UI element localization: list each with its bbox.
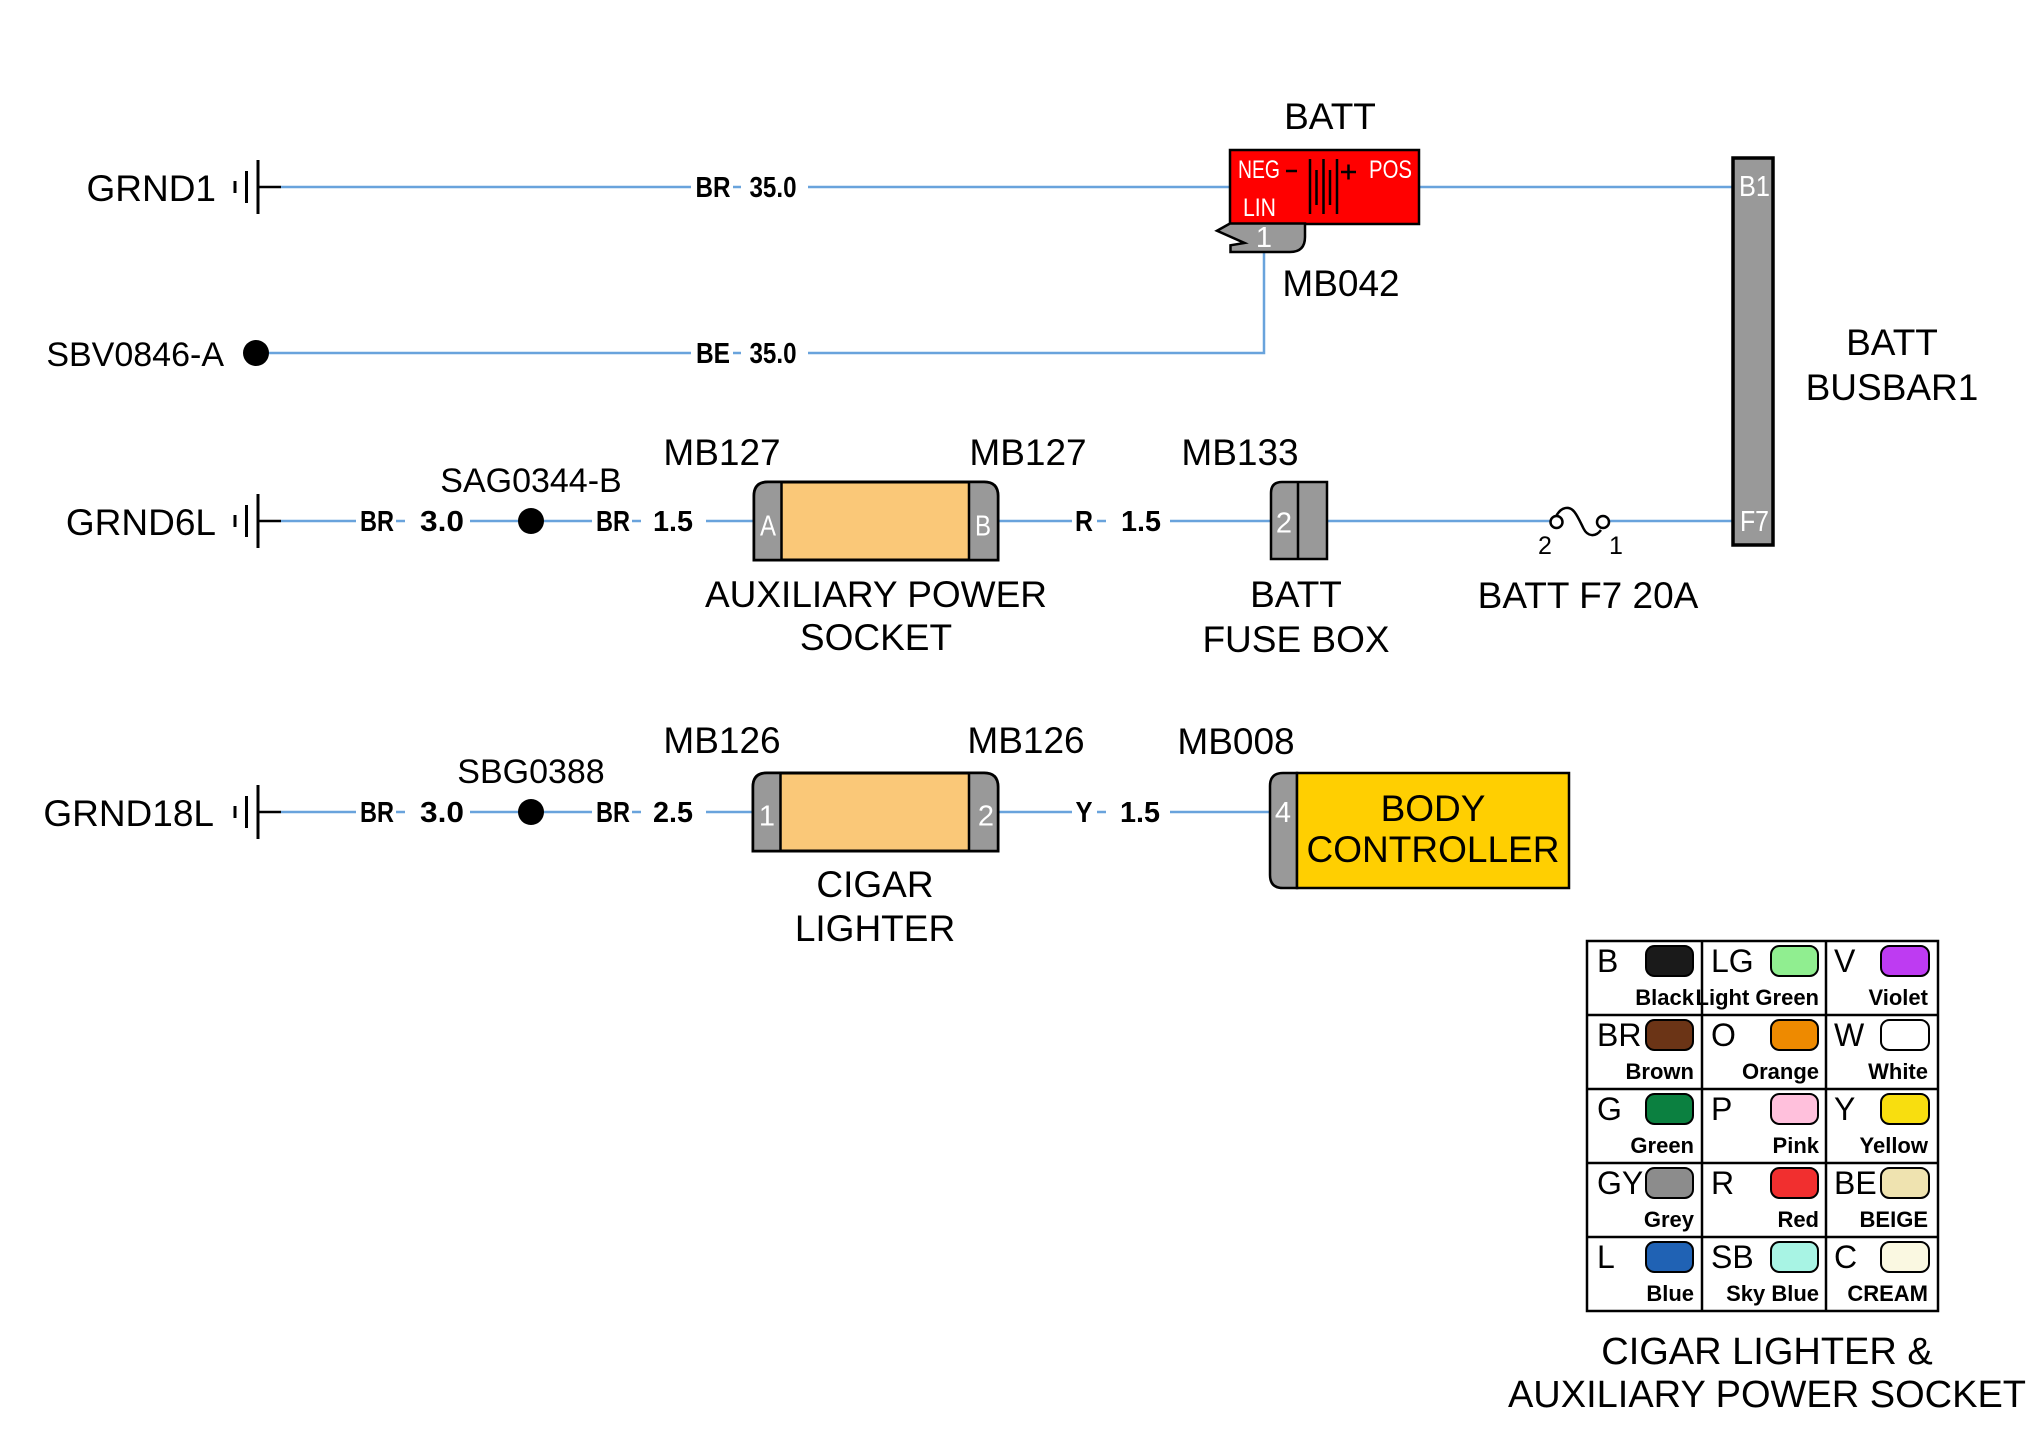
svg-text:GRND6L: GRND6L [66,502,216,543]
svg-text:BR: BR [596,506,630,538]
svg-text:2: 2 [978,801,994,833]
svg-text:BE: BE [696,338,730,370]
svg-text:Y: Y [1834,1091,1855,1127]
svg-text:A: A [760,511,777,543]
svg-text:LIN: LIN [1243,194,1276,222]
svg-text:Sky Blue: Sky Blue [1726,1281,1819,1306]
svg-text:BATT: BATT [1284,96,1376,137]
svg-text:MB126: MB126 [967,720,1084,761]
svg-text:MB127: MB127 [663,432,780,473]
svg-text:BODY: BODY [1381,788,1486,829]
svg-text:BR: BR [696,172,731,204]
svg-text:R: R [1075,506,1093,538]
svg-text:SAG0344-B: SAG0344-B [440,462,621,500]
svg-text:Green: Green [1630,1133,1694,1158]
svg-text:MB127: MB127 [969,432,1086,473]
svg-text:LG: LG [1711,943,1754,979]
svg-text:GRND18L: GRND18L [43,793,214,834]
svg-text:G: G [1597,1091,1622,1127]
svg-text:B: B [1597,943,1618,979]
svg-text:Y: Y [1076,797,1093,829]
svg-text:White: White [1868,1059,1928,1084]
svg-text:1.5: 1.5 [1121,506,1161,538]
svg-text:SBV0846-A: SBV0846-A [46,336,224,374]
svg-text:CIGAR LIGHTER &: CIGAR LIGHTER & [1601,1331,1933,1373]
svg-text:35.0: 35.0 [750,338,797,370]
svg-text:35.0: 35.0 [750,172,797,204]
svg-text:BE: BE [1834,1165,1877,1201]
svg-text:BR: BR [360,797,394,829]
svg-text:1: 1 [759,801,775,833]
svg-text:FUSE BOX: FUSE BOX [1202,619,1389,660]
svg-text:L: L [1597,1239,1615,1275]
svg-text:P: P [1711,1091,1732,1127]
svg-text:F7: F7 [1740,506,1769,538]
svg-text:BR: BR [1597,1017,1641,1053]
svg-text:BR: BR [596,797,630,829]
svg-text:BATT: BATT [1250,574,1342,615]
svg-text:O: O [1711,1017,1736,1053]
svg-text:MB133: MB133 [1181,432,1298,473]
svg-text:GY: GY [1597,1165,1643,1201]
svg-text:NEG: NEG [1238,156,1280,184]
svg-text:BUSBAR1: BUSBAR1 [1806,367,1979,408]
svg-text:Black: Black [1635,985,1694,1010]
svg-text:MB042: MB042 [1282,263,1399,304]
svg-text:Violet: Violet [1868,985,1928,1010]
svg-text:R: R [1711,1165,1734,1201]
svg-text:BEIGE: BEIGE [1860,1207,1928,1232]
svg-text:Yellow: Yellow [1860,1133,1929,1158]
svg-text:CIGAR: CIGAR [816,864,933,905]
svg-text:Pink: Pink [1773,1133,1820,1158]
svg-text:SOCKET: SOCKET [800,617,952,658]
svg-text:LIGHTER: LIGHTER [795,908,955,949]
svg-text:Light Green: Light Green [1696,985,1819,1010]
svg-text:SBG0388: SBG0388 [457,753,604,791]
svg-text:C: C [1834,1239,1857,1275]
svg-text:Blue: Blue [1646,1281,1694,1306]
svg-text:CREAM: CREAM [1847,1281,1928,1306]
svg-text:Brown: Brown [1626,1059,1694,1084]
svg-text:MB008: MB008 [1177,721,1294,762]
svg-text:V: V [1834,943,1856,979]
svg-text:SB: SB [1711,1239,1754,1275]
svg-text:AUXILIARY POWER: AUXILIARY POWER [705,574,1047,615]
svg-text:1.5: 1.5 [1120,797,1160,829]
svg-text:MB126: MB126 [663,720,780,761]
svg-text:B1: B1 [1739,171,1770,203]
svg-text:1: 1 [1256,222,1272,254]
svg-text:GRND1: GRND1 [86,168,216,209]
svg-text:POS: POS [1369,156,1412,184]
svg-text:B: B [975,511,991,543]
svg-text:Grey: Grey [1644,1207,1695,1232]
svg-text:BATT: BATT [1846,322,1938,363]
svg-text:3.0: 3.0 [420,797,464,829]
svg-text:1: 1 [1609,532,1623,560]
svg-text:4: 4 [1275,797,1291,829]
svg-text:2.5: 2.5 [653,797,693,829]
svg-text:W: W [1834,1017,1865,1053]
svg-text:3.0: 3.0 [420,506,464,538]
svg-text:BATT F7 20A: BATT F7 20A [1478,575,1699,616]
svg-text:AUXILIARY POWER SOCKET: AUXILIARY POWER SOCKET [1508,1374,2026,1416]
svg-text:2: 2 [1276,508,1292,540]
svg-text:CONTROLLER: CONTROLLER [1307,829,1560,870]
svg-text:2: 2 [1538,532,1552,560]
svg-text:Orange: Orange [1742,1059,1819,1084]
svg-text:1.5: 1.5 [653,506,693,538]
svg-text:Red: Red [1777,1207,1819,1232]
svg-text:BR: BR [360,506,394,538]
